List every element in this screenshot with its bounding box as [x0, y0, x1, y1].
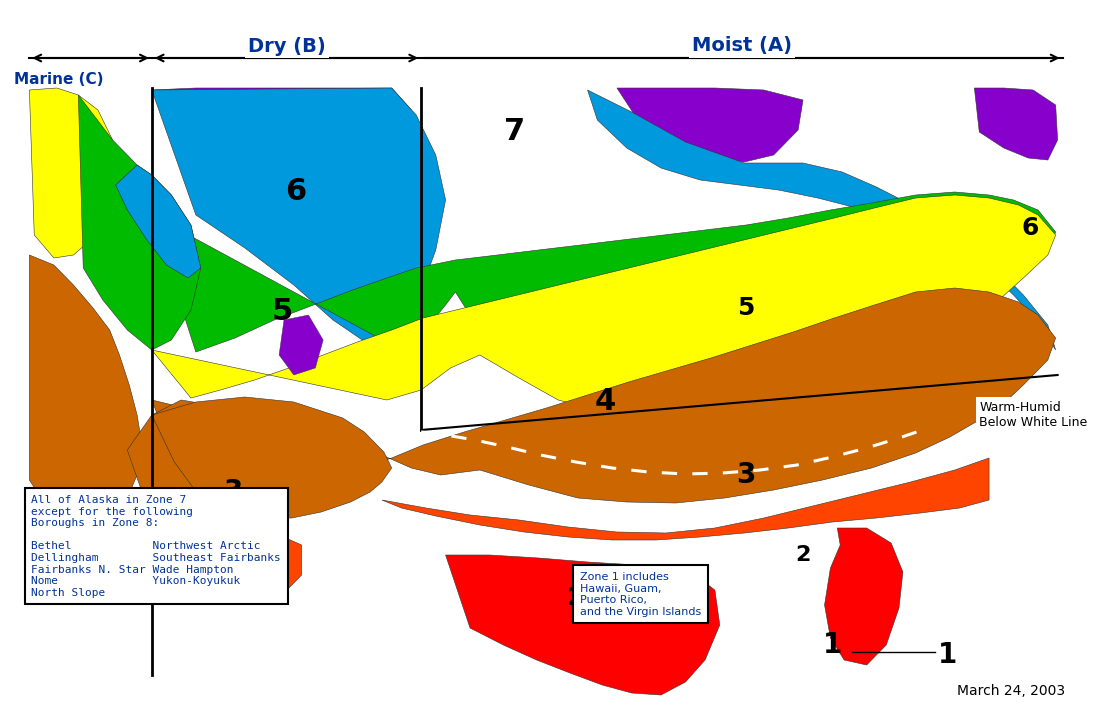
Text: 3: 3: [737, 461, 756, 489]
Text: 1: 1: [938, 641, 958, 669]
Text: 4: 4: [595, 388, 616, 417]
Polygon shape: [29, 255, 142, 525]
Polygon shape: [152, 88, 421, 165]
Text: Zone 1 includes
Hawaii, Guam,
Puerto Rico,
and the Virgin Islands: Zone 1 includes Hawaii, Guam, Puerto Ric…: [579, 572, 702, 617]
Polygon shape: [587, 90, 1056, 350]
Text: March 24, 2003: March 24, 2003: [957, 684, 1066, 698]
Polygon shape: [617, 88, 803, 162]
Text: 5: 5: [272, 297, 293, 326]
Polygon shape: [79, 95, 201, 350]
Text: 6: 6: [1021, 216, 1039, 240]
Polygon shape: [128, 400, 305, 525]
Polygon shape: [975, 88, 1058, 160]
Text: 1: 1: [823, 631, 842, 659]
Polygon shape: [152, 192, 1056, 400]
Text: All of Alaska in Zone 7
except for the following
Boroughs in Zone 8:

Bethel    : All of Alaska in Zone 7 except for the f…: [31, 495, 281, 598]
Polygon shape: [29, 88, 115, 258]
Polygon shape: [152, 288, 1056, 503]
Polygon shape: [152, 397, 392, 518]
Text: 3: 3: [223, 478, 243, 506]
Polygon shape: [445, 555, 719, 695]
Text: 5: 5: [737, 296, 755, 320]
Polygon shape: [279, 315, 323, 375]
Text: Moist (A): Moist (A): [693, 37, 793, 56]
Text: 6: 6: [285, 177, 306, 206]
Polygon shape: [825, 528, 902, 665]
Text: Dry (B): Dry (B): [248, 37, 326, 56]
Polygon shape: [152, 88, 445, 345]
Polygon shape: [128, 492, 302, 595]
Polygon shape: [115, 165, 201, 278]
Text: 2: 2: [567, 586, 585, 610]
Polygon shape: [152, 195, 1056, 415]
Polygon shape: [382, 458, 989, 540]
Text: 2: 2: [796, 545, 810, 565]
Text: Warm-Humid
Below White Line: Warm-Humid Below White Line: [979, 401, 1088, 429]
Text: 7: 7: [504, 117, 525, 147]
Text: Marine (C): Marine (C): [13, 72, 103, 87]
